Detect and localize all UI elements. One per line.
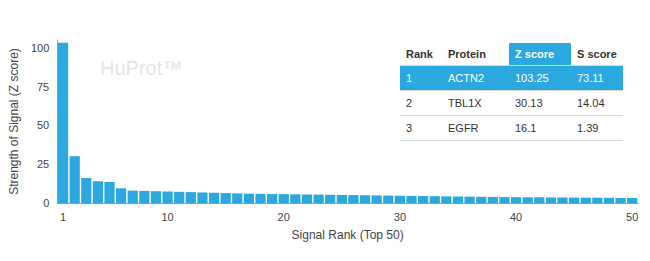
svg-text:HuProt™: HuProt™: [100, 57, 182, 79]
html-text:2: 2: [406, 97, 413, 109]
svg-text:25: 25: [37, 158, 49, 170]
svg-text:Signal Rank (Top 50): Signal Rank (Top 50): [292, 228, 404, 242]
html-text:103.25: 103.25: [515, 72, 549, 84]
html-text:ACTN2: ACTN2: [448, 72, 485, 84]
svg-text:30: 30: [394, 211, 406, 223]
html-text:S score: S score: [577, 48, 617, 60]
svg-text:40: 40: [510, 211, 522, 223]
html-text:Protein: Protein: [448, 48, 486, 60]
svg-text:50: 50: [37, 119, 49, 131]
html-text:16.1: 16.1: [515, 122, 537, 134]
svg-text:75: 75: [37, 81, 49, 93]
html-text:Z score: Z score: [515, 48, 555, 60]
svg-text:50: 50: [626, 211, 638, 223]
svg-text:20: 20: [278, 211, 290, 223]
html-text:73.11: 73.11: [577, 72, 604, 84]
svg-text:1: 1: [60, 211, 66, 223]
html-text:3: 3: [406, 122, 413, 134]
html-text:1.39: 1.39: [577, 122, 599, 134]
html-text:1: 1: [406, 72, 413, 84]
html-text:Rank: Rank: [406, 48, 433, 60]
html-text:EGFR: EGFR: [448, 122, 479, 134]
svg-text:0: 0: [43, 197, 49, 209]
html-text:30.13: 30.13: [515, 97, 543, 109]
svg-text:100: 100: [31, 42, 49, 54]
html-text:TBL1X: TBL1X: [448, 97, 482, 109]
svg-text:Strength of Signal (Z score): Strength of Signal (Z score): [7, 48, 21, 195]
svg-text:10: 10: [161, 211, 173, 223]
html-text:14.04: 14.04: [577, 97, 605, 109]
